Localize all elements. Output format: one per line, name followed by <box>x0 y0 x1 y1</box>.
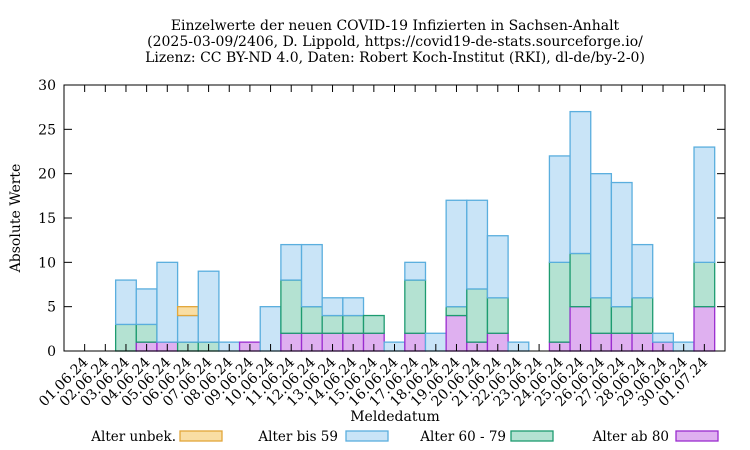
bar-24.06.24-series-1 <box>548 155 571 263</box>
bar-25.06.24-series-2 <box>569 252 592 308</box>
y-axis: 0 5 10 15 20 25 30 <box>38 78 725 360</box>
bar-17.06.24-series-1 <box>404 261 427 281</box>
bar-06.06.24-series-1 <box>176 314 199 343</box>
title-line-2: (2025-03-09/2406, D. Lippold, https://co… <box>147 34 643 50</box>
y-axis-label: Absolute Werte <box>8 164 24 274</box>
bar-27.06.24-series-2 <box>610 306 633 334</box>
bar-11.06.24-series-2 <box>280 279 303 334</box>
bar-28.06.24-series-1 <box>631 243 654 299</box>
y-tick-label: 30 <box>38 78 56 94</box>
bar-01.07.24-series-1 <box>693 146 716 263</box>
bar-05.06.24-series-1 <box>156 261 179 343</box>
bar-21.06.24-series-2 <box>486 297 509 334</box>
x-axis-label: Meldedatum <box>350 409 440 425</box>
bar-04.06.24-series-1 <box>135 288 158 326</box>
bar-24.06.24-series-2 <box>548 261 571 343</box>
y-tick-label: 20 <box>38 167 56 183</box>
bar-28.06.24-series-2 <box>631 297 654 334</box>
bar-20.06.24-series-2 <box>466 288 489 343</box>
y-tick-label: 0 <box>47 344 56 360</box>
bar-15.06.24-series-2 <box>362 314 385 334</box>
bar-14.06.24-series-2 <box>342 314 365 334</box>
bar-29.06.24-series-1 <box>652 332 675 343</box>
y-tick-label: 15 <box>38 211 56 227</box>
y-tick-label: 5 <box>47 300 56 316</box>
bar-12.06.24-series-1 <box>300 243 323 308</box>
bar-17.06.24-series-2 <box>404 279 427 334</box>
y-tick-label: 25 <box>38 122 56 138</box>
bar-14.06.24-series-1 <box>342 297 365 317</box>
bars <box>114 110 716 352</box>
bar-26.06.24-series-2 <box>590 297 613 334</box>
legend-swatch <box>179 430 223 442</box>
bar-07.06.24-series-1 <box>197 270 220 343</box>
legend-label: Alter 60 - 79 <box>419 429 506 445</box>
bar-19.06.24-series-1 <box>445 199 468 308</box>
bar-12.06.24-series-2 <box>300 306 323 334</box>
bar-21.06.24-series-1 <box>486 235 509 299</box>
legend-swatch <box>345 430 389 442</box>
bar-25.06.24-series-1 <box>569 110 592 255</box>
title-line-1: Einzelwerte der neuen COVID-19 Infiziert… <box>171 18 620 34</box>
bar-13.06.24-series-2 <box>321 314 344 334</box>
bar-03.06.24-series-1 <box>114 279 137 326</box>
bar-04.06.24-series-2 <box>135 323 158 343</box>
legend-label: Alter unbek. <box>90 429 176 445</box>
y-tick-label: 10 <box>38 255 56 271</box>
legend: Alter unbek. Alter bis 59 Alter 60 - 79 Alt… <box>90 429 719 445</box>
legend-label: Alter ab 80 <box>592 429 669 445</box>
bar-26.06.24-series-1 <box>590 173 613 299</box>
bar-06.06.24-series-0 <box>176 306 199 317</box>
legend-swatch <box>510 430 554 442</box>
bar-13.06.24-series-1 <box>321 297 344 317</box>
bar-19.06.24-series-2 <box>445 306 468 317</box>
legend-label: Alter bis 59 <box>257 429 338 445</box>
bar-20.06.24-series-1 <box>466 199 489 290</box>
bar-01.07.24-series-2 <box>693 261 716 308</box>
title-line-3: Lizenz: CC BY-ND 4.0, Daten: Robert Koch… <box>145 50 645 66</box>
chart-title: Einzelwerte der neuen COVID-19 Infiziert… <box>145 18 645 66</box>
legend-swatch <box>675 430 719 442</box>
bar-11.06.24-series-1 <box>280 243 303 281</box>
bar-27.06.24-series-1 <box>610 181 633 308</box>
